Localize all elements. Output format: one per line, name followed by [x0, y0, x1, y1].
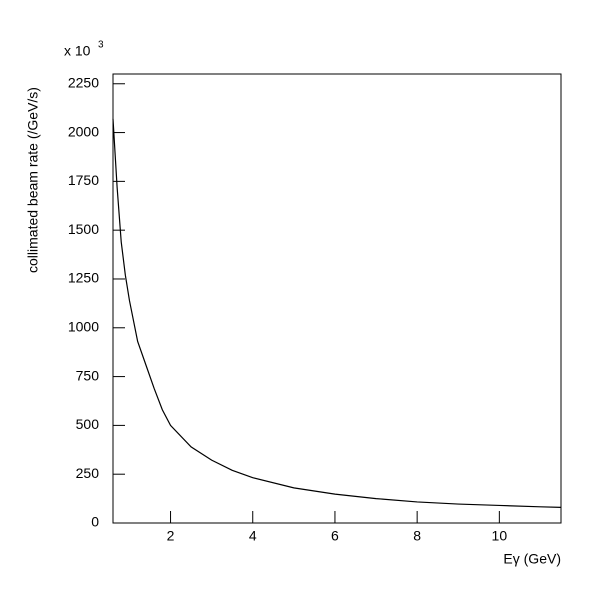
y-tick-label: 1250 [68, 270, 99, 286]
y-tick-label: 250 [76, 465, 100, 481]
x-tick-label: 6 [331, 528, 339, 544]
plot-frame [112, 73, 562, 524]
y-multiplier: x 10 [64, 43, 91, 59]
x-tick-label: 10 [492, 528, 508, 544]
y-tick-label: 750 [76, 367, 100, 383]
y-tick-label: 2000 [68, 123, 99, 139]
data-line [112, 118, 562, 508]
x-tick-label: 2 [167, 528, 175, 544]
x-tick-label: 8 [413, 528, 421, 544]
y-tick-label: 1000 [68, 318, 99, 334]
x-axis-label: Eγ (GeV) [503, 551, 561, 567]
y-axis-label: collimated beam rate (/GeV/s) [25, 87, 41, 273]
x-tick-label: 4 [249, 528, 257, 544]
y-tick-label: 500 [76, 416, 100, 432]
y-multiplier-exponent: 3 [98, 40, 104, 51]
y-tick-label: 1750 [68, 172, 99, 188]
y-tick-label: 2250 [68, 74, 99, 90]
y-tick-label: 0 [91, 514, 99, 530]
y-tick-label: 1500 [68, 221, 99, 237]
